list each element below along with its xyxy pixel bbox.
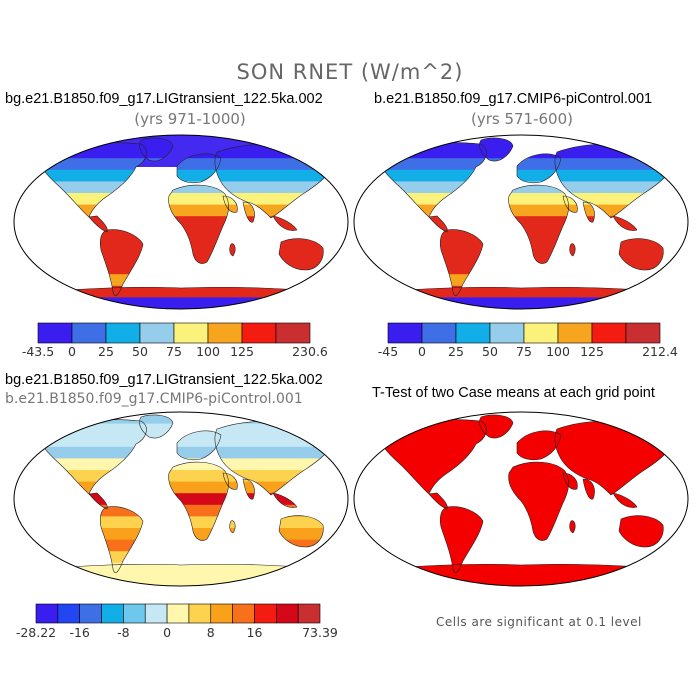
map-field-1 <box>14 135 348 309</box>
panel-4-title: T-Test of two Case means at each grid po… <box>372 385 655 401</box>
colorbar-tick-label: 212.4 <box>642 344 678 359</box>
map-panel-3 <box>13 411 349 587</box>
colorbar-tick-label: 50 <box>132 344 148 359</box>
panel-2-title: b.e21.B1850.f09_g17.CMIP6-piControl.001 <box>374 91 653 107</box>
colorbar-swatch <box>123 603 146 624</box>
colorbar-tick-label: 8 <box>207 625 215 640</box>
colorbar-tick-label: 125 <box>230 344 254 359</box>
colorbar-tick-label: 0 <box>163 625 171 640</box>
colorbar-tick-label: -45 <box>378 344 398 359</box>
significance-note: Cells are significant at 0.1 level <box>436 615 642 629</box>
map-panel-2 <box>353 134 689 310</box>
colorbar-swatch <box>37 322 73 344</box>
colorbar-tick-label: -8 <box>117 625 130 640</box>
colorbar-swatch <box>489 322 525 344</box>
colorbar-swatch <box>276 603 299 624</box>
colorbar-tick-label: 230.6 <box>292 344 328 359</box>
map-field-3 <box>14 412 348 586</box>
colorbar-swatch <box>557 322 593 344</box>
colorbar-tick-label: 16 <box>247 625 263 640</box>
map-panel-4 <box>353 411 689 587</box>
colorbar-swatch <box>101 603 124 624</box>
colorbar-swatch <box>166 603 190 624</box>
colorbar-swatch <box>625 322 661 344</box>
colorbar-2: -45 0 25 50 75 100 125 212.4 <box>378 322 678 359</box>
colorbar-swatch <box>79 603 102 624</box>
colorbar-1: -43.5 0 25 50 75 100 125 230.6 <box>22 322 328 359</box>
colorbar-tick-label: -43.5 <box>22 344 54 359</box>
panel-2-subtitle: (yrs 571-600) <box>470 110 573 128</box>
map-panel-1 <box>13 134 349 310</box>
colorbar-swatch <box>71 322 107 344</box>
colorbar-3: -28.22 -16 -8 0 8 16 73.39 <box>16 603 338 640</box>
colorbar-tick-label: 50 <box>482 344 498 359</box>
colorbar-swatch <box>139 322 175 344</box>
colorbar-swatch <box>421 322 457 344</box>
colorbar-tick-label: 0 <box>68 344 76 359</box>
colorbar-swatch <box>207 322 243 344</box>
colorbar-tick-label: 75 <box>516 344 532 359</box>
colorbar-swatch <box>105 322 141 344</box>
colorbar-tick-label: 100 <box>546 344 570 359</box>
colorbar-tick-label: 125 <box>580 344 604 359</box>
colorbar-swatch <box>188 603 212 624</box>
colorbar-swatch <box>57 603 80 624</box>
colorbar-swatch <box>241 322 277 344</box>
panel-1-subtitle: (yrs 971-1000) <box>134 110 246 128</box>
colorbar-swatch <box>210 603 233 624</box>
colorbar-swatch <box>523 322 559 344</box>
colorbar-tick-label: 0 <box>418 344 426 359</box>
colorbar-tick-label: -28.22 <box>16 625 56 640</box>
colorbar-tick-label: 25 <box>98 344 114 359</box>
colorbar-swatch <box>297 603 321 624</box>
colorbar-swatch <box>455 322 491 344</box>
colorbar-swatch <box>232 603 255 624</box>
panel-3-title: bg.e21.B1850.f09_g17.LIGtransient_122.5k… <box>5 372 323 388</box>
colorbar-swatch <box>144 603 168 624</box>
figure-title: SON RNET (W/m^2) <box>236 60 464 84</box>
colorbar-swatch <box>254 603 277 624</box>
colorbar-tick-label: 73.39 <box>302 625 338 640</box>
colorbar-tick-label: -16 <box>69 625 89 640</box>
colorbar-tick-label: 75 <box>166 344 182 359</box>
colorbar-swatch <box>387 322 423 344</box>
colorbar-swatch <box>275 322 311 344</box>
colorbar-swatch <box>591 322 627 344</box>
colorbar-tick-label: 25 <box>448 344 464 359</box>
colorbar-tick-label: 100 <box>196 344 220 359</box>
map-field-2 <box>354 135 688 309</box>
colorbar-swatch <box>35 603 59 624</box>
panel-1-title: bg.e21.B1850.f09_g17.LIGtransient_122.5k… <box>5 91 323 107</box>
panel-3-subtitle: b.e21.B1850.f09_g17.CMIP6-piControl.001 <box>5 391 303 407</box>
colorbar-swatch <box>173 322 209 344</box>
